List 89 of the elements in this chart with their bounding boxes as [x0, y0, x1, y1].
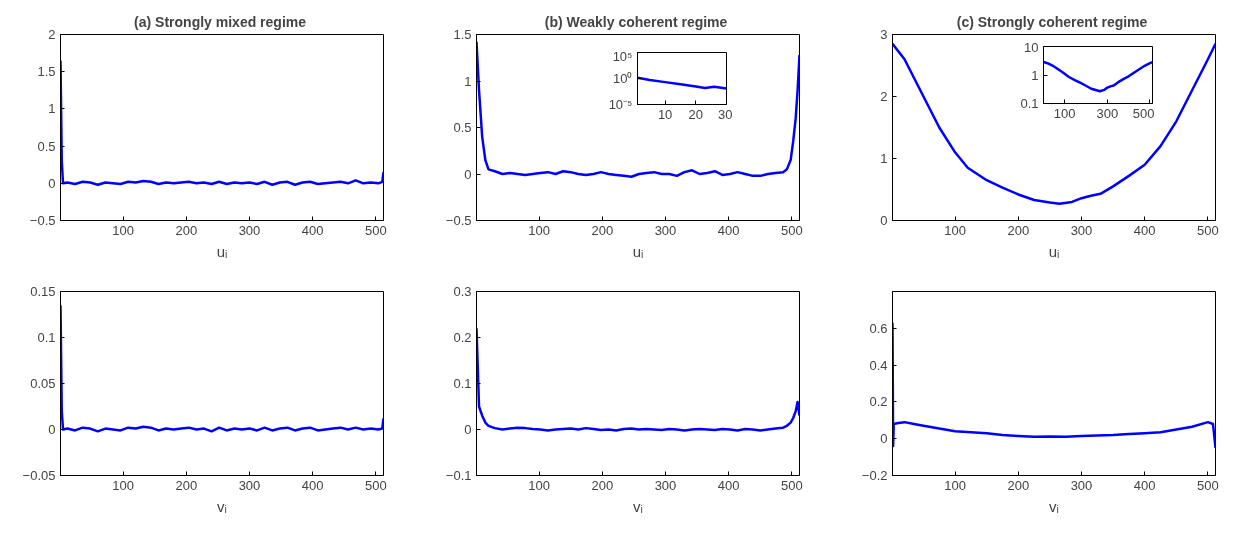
- x-tick-label: 20: [688, 106, 704, 122]
- x-axis-title: vᵢ: [1049, 497, 1059, 515]
- x-tick-label: 100: [112, 222, 134, 238]
- y-tick-label: 1: [880, 151, 888, 166]
- y-tick-label: 0.1: [1020, 96, 1039, 111]
- x-tick-label: 200: [175, 222, 198, 238]
- x-tick-label: 500: [365, 477, 387, 493]
- y-tick-label: 2: [880, 89, 888, 104]
- y-tick-label: 0: [464, 166, 472, 182]
- y-tick-label: 0: [464, 422, 472, 437]
- y-tick-label: 0.5: [453, 120, 472, 135]
- line-series: [892, 42, 1216, 206]
- x-tick-label: 100: [112, 477, 134, 493]
- y-tick-label: −0.05: [22, 468, 56, 483]
- line-series: [60, 59, 384, 187]
- y-tick-label: −0.1: [445, 468, 472, 483]
- x-tick-label: 500: [1197, 222, 1219, 238]
- y-tick-label: 10⁰: [613, 71, 633, 86]
- line-series: [637, 76, 727, 90]
- y-tick-label: 1: [464, 73, 472, 89]
- x-tick-label: 500: [365, 222, 387, 238]
- x-tick-label: 100: [944, 477, 966, 493]
- x-tick-label: 500: [1132, 105, 1155, 121]
- x-tick-label: 300: [238, 222, 261, 238]
- x-tick-label: 400: [301, 477, 324, 493]
- y-tick-label: 0: [880, 431, 888, 447]
- y-tick-label: 10⁵: [612, 48, 633, 64]
- x-axis-title: vᵢ: [217, 497, 227, 515]
- x-tick-label: 200: [591, 222, 614, 238]
- y-tick-label: 1: [1031, 67, 1039, 83]
- x-tick-label: 300: [1070, 222, 1093, 238]
- x-tick-label: 400: [717, 222, 740, 238]
- x-tick-label: 300: [1096, 105, 1119, 121]
- y-tick-label: 0: [48, 422, 56, 437]
- chart-title: (b) Weakly coherent regime: [544, 13, 728, 30]
- x-tick-label: 100: [528, 222, 550, 238]
- y-tick-label: 0.1: [37, 330, 56, 345]
- x-tick-label: 300: [654, 222, 677, 238]
- x-tick-label: 400: [301, 222, 324, 238]
- x-tick-label: 200: [1007, 477, 1030, 493]
- y-tick-label: 0.4: [869, 357, 888, 373]
- x-tick-label: 10: [657, 106, 673, 122]
- x-tick-label: 200: [591, 477, 614, 493]
- line-series: [892, 321, 1216, 450]
- y-tick-label: 0: [880, 213, 888, 228]
- x-tick-label: 400: [1133, 222, 1156, 238]
- x-tick-label: 200: [1007, 222, 1030, 238]
- x-tick-label: 500: [781, 477, 803, 493]
- line-series: [1043, 60, 1153, 93]
- x-tick-label: 300: [654, 477, 677, 493]
- y-tick-label: 0.2: [453, 330, 472, 345]
- x-tick-label: 300: [1070, 477, 1093, 493]
- x-tick-label: 100: [528, 477, 550, 493]
- x-tick-label: 400: [717, 477, 740, 493]
- y-tick-label: 0: [48, 175, 56, 191]
- x-axis-title: uᵢ: [632, 242, 644, 260]
- line-series: [476, 40, 800, 179]
- x-axis-title: uᵢ: [1048, 242, 1060, 260]
- y-tick-label: 1: [48, 101, 56, 117]
- y-tick-label: 10: [1024, 39, 1039, 55]
- x-axis-title: vᵢ: [633, 497, 643, 515]
- x-tick-label: 400: [1133, 477, 1156, 493]
- y-tick-label: 0.6: [869, 320, 888, 336]
- chart-title: (c) Strongly coherent regime: [956, 13, 1148, 30]
- y-tick-label: 0.05: [30, 376, 56, 391]
- y-tick-label: 3: [880, 27, 888, 42]
- y-tick-label: 1.5: [37, 64, 56, 80]
- y-tick-label: 1.5: [453, 27, 472, 42]
- x-tick-label: 500: [781, 222, 803, 238]
- y-tick-label: 2: [48, 27, 56, 42]
- chart-title: (a) Strongly mixed regime: [134, 13, 307, 30]
- y-tick-label: 0.3: [453, 284, 472, 299]
- y-tick-label: 0.1: [453, 376, 472, 391]
- line-series: [476, 327, 800, 432]
- y-tick-label: −0.5: [29, 213, 56, 228]
- y-tick-label: 0.5: [37, 138, 56, 154]
- y-tick-label: −0.5: [445, 213, 472, 228]
- x-axis-title: uᵢ: [216, 242, 228, 260]
- x-tick-label: 30: [718, 106, 733, 122]
- y-tick-label: −0.2: [861, 468, 888, 483]
- line-series: [60, 304, 384, 433]
- y-tick-label: 10⁻⁵: [608, 97, 633, 112]
- y-tick-label: 0.2: [869, 394, 888, 410]
- x-tick-label: 300: [238, 477, 261, 493]
- x-tick-label: 200: [175, 477, 198, 493]
- x-tick-label: 100: [944, 222, 966, 238]
- x-tick-label: 500: [1197, 477, 1219, 493]
- y-tick-label: 0.15: [30, 284, 56, 299]
- x-tick-label: 100: [1053, 105, 1076, 121]
